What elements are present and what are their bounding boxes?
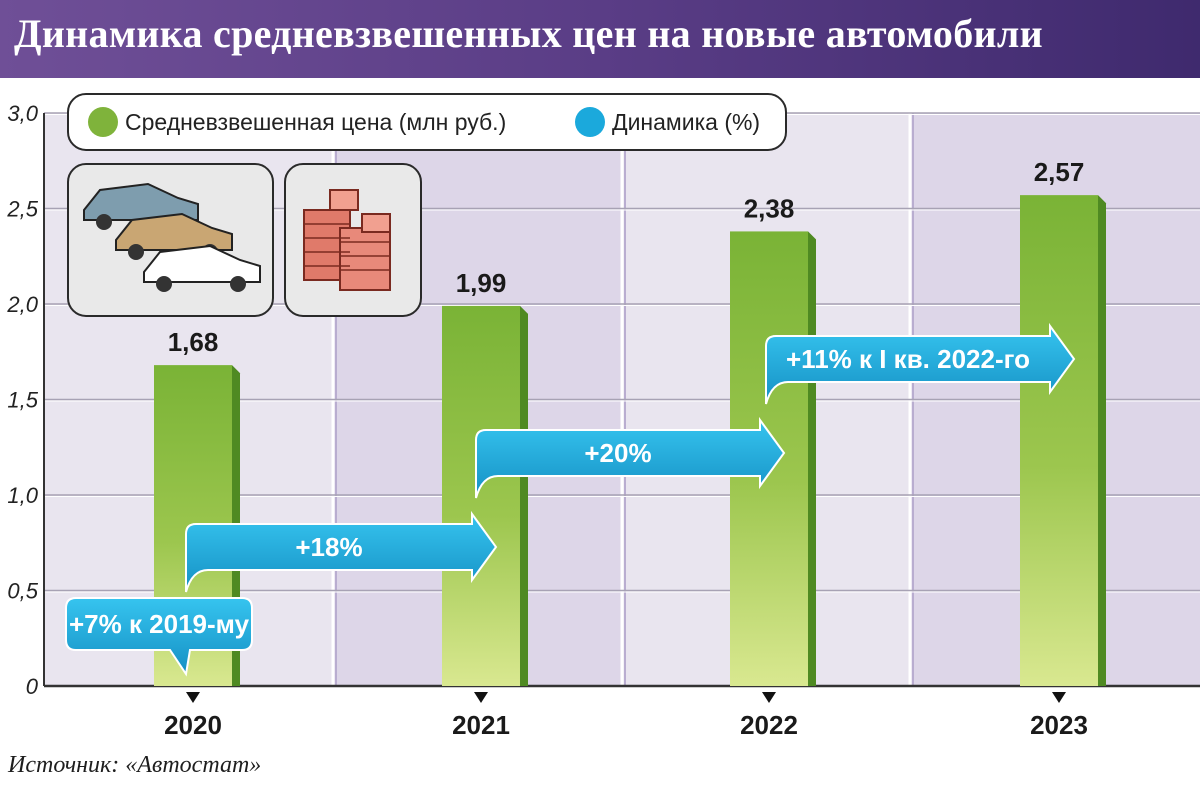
value-label: 2,38 — [744, 193, 795, 223]
value-label: 1,68 — [168, 327, 219, 357]
legend-swatch-dynamics — [575, 107, 605, 137]
dynamics-arrow-2021 — [185, 510, 498, 593]
x-tick-marker — [762, 692, 776, 703]
x-tick-label: 2023 — [1030, 710, 1088, 740]
dynamics-arrow-2022 — [475, 416, 786, 499]
bar-2023 — [1020, 195, 1098, 686]
legend-swatch-price — [88, 107, 118, 137]
x-tick-marker — [186, 692, 200, 703]
dynamics-callout-2020 — [65, 597, 253, 677]
dynamics-arrow-2022-label: +20% — [584, 438, 651, 468]
money-stacks-icon — [284, 163, 422, 317]
bar-side — [1098, 195, 1106, 686]
legend: Средневзвешенная цена (млн руб.) Динамик… — [67, 93, 787, 151]
chart-title: Динамика средневзвешенных цен на новые а… — [14, 11, 1043, 56]
dynamics-callout-2020-label: +7% к 2019-му — [69, 609, 250, 639]
legend-label-dynamics: Динамика (%) — [612, 109, 760, 135]
x-tick-label: 2021 — [452, 710, 510, 740]
bar-side — [520, 305, 528, 686]
y-tick-label: 3,0 — [7, 101, 38, 126]
dynamics-arrow-2023-label: +11% к I кв. 2022-го — [786, 344, 1030, 374]
y-tick-label: 1,0 — [7, 483, 38, 508]
x-tick-label: 2020 — [164, 710, 222, 740]
y-tick-label: 0,5 — [7, 579, 38, 604]
source-note: Источник: «Автостат» — [8, 752, 262, 778]
y-tick-label: 2,5 — [6, 197, 38, 222]
header-banner: Динамика средневзвешенных цен на новые а… — [0, 0, 1200, 78]
value-label: 1,99 — [456, 268, 507, 298]
value-label: 2,57 — [1034, 157, 1085, 187]
x-tick-label: 2022 — [740, 710, 798, 740]
x-tick-marker — [1052, 692, 1066, 703]
cars-icon — [67, 163, 274, 317]
y-tick-label: 2,0 — [6, 292, 38, 317]
bar-chart: 0 0,5 1,0 1,5 2,0 2,5 3,0 +7% к 2019-му +18% +20… — [6, 93, 1200, 740]
dynamics-arrow-2021-label: +18% — [295, 532, 362, 562]
bar-side — [808, 231, 816, 687]
y-tick-label: 0 — [26, 674, 39, 699]
bar-2021 — [442, 305, 520, 686]
dynamics-arrow-2023 — [765, 322, 1076, 405]
y-tick-label: 1,5 — [7, 388, 38, 413]
x-tick-marker — [474, 692, 488, 703]
legend-label-price: Средневзвешенная цена (млн руб.) — [125, 109, 506, 135]
